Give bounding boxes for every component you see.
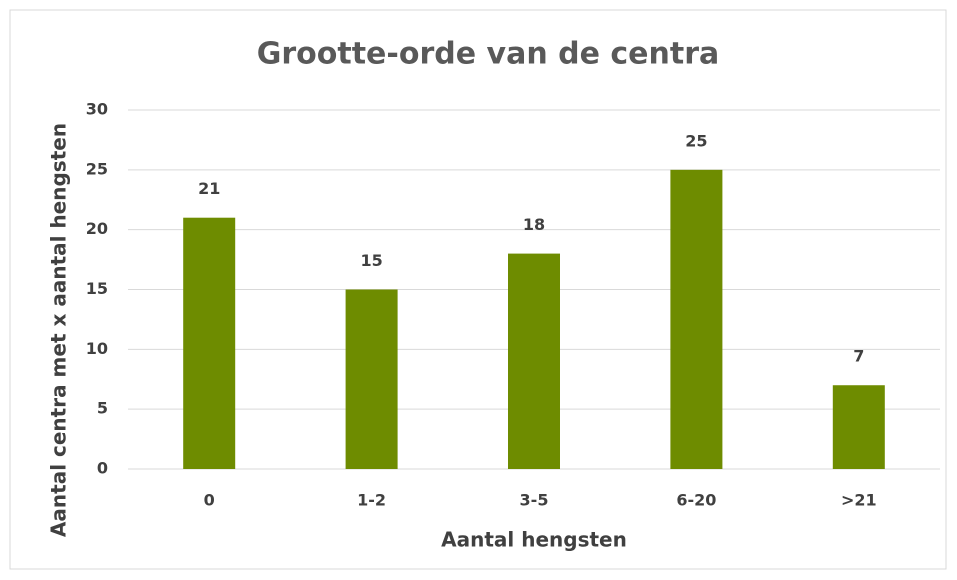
x-tick-label: 1-2 [357, 491, 386, 510]
bar [183, 217, 236, 469]
data-label: 15 [360, 251, 382, 270]
y-tick-label: 0 [97, 459, 108, 478]
x-tick-label: >21 [841, 491, 877, 510]
bar [508, 253, 560, 469]
y-axis-label: Aantal centra met x aantal hengsten [47, 123, 71, 537]
x-axis-label: Aantal hengsten [441, 528, 627, 552]
x-tick-label: 3-5 [520, 491, 549, 510]
bar [345, 289, 398, 469]
y-tick-label: 10 [86, 339, 108, 358]
chart-title: Grootte-orde van de centra [257, 37, 720, 72]
y-tick-label: 5 [97, 399, 108, 418]
data-label: 7 [853, 347, 864, 366]
y-tick-label: 30 [86, 100, 108, 119]
data-label: 21 [198, 179, 220, 198]
bar [832, 385, 885, 469]
data-label: 18 [523, 215, 545, 234]
y-tick-label: 15 [86, 279, 108, 298]
x-tick-label: 6-20 [676, 491, 716, 510]
y-tick-label: 20 [86, 219, 108, 238]
y-tick-label: 25 [86, 159, 108, 178]
bar [670, 169, 723, 470]
x-tick-label: 0 [204, 491, 215, 510]
data-label: 25 [685, 131, 707, 150]
